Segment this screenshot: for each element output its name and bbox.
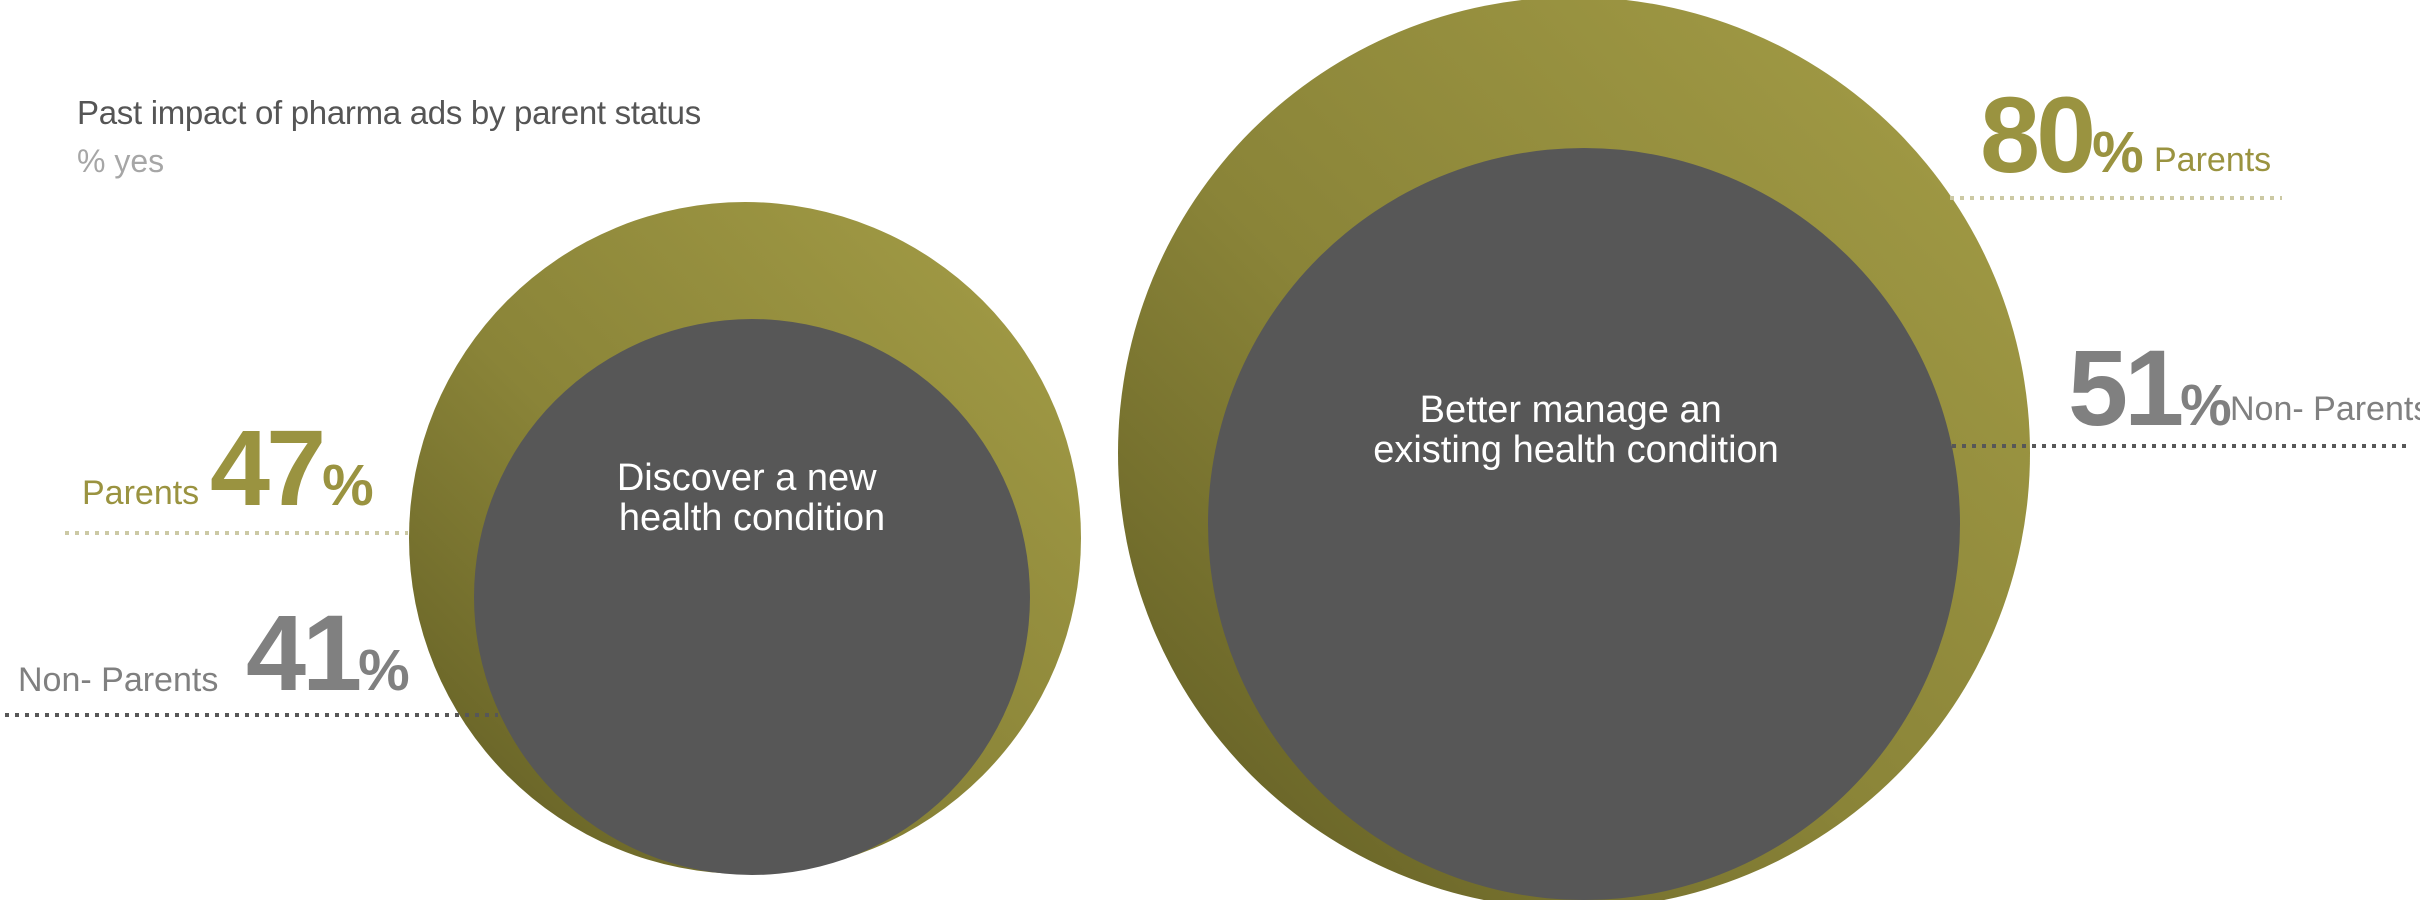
chart-subtitle: % yes: [77, 143, 164, 179]
parents-value-discover: 47%: [210, 407, 374, 528]
parents-value-manage: 80%: [1980, 74, 2144, 195]
bubble-group-discover: Parents 47% Non- Parents 41% Discover a …: [5, 202, 1081, 875]
chart-title: Past impact of pharma ads by parent stat…: [77, 94, 701, 131]
non-parents-value-discover: 41%: [246, 592, 410, 713]
non-parents-bubble-manage: [1208, 148, 1960, 900]
category-label-discover: Discover a new health condition: [617, 457, 887, 539]
category-label-manage: Better manage an existing health conditi…: [1373, 389, 1779, 471]
non-parents-value-manage: 51%: [2068, 327, 2232, 448]
non-parents-label-discover: Non- Parents: [18, 661, 218, 699]
non-parents-label-manage: Non- Parents: [2230, 390, 2420, 428]
parents-label-discover: Parents: [82, 474, 199, 512]
non-parents-bubble-discover: [474, 319, 1030, 875]
parents-label-manage: Parents: [2154, 141, 2271, 179]
bubble-group-manage: 80% Parents 51% Non- Parents Better mana…: [1118, 0, 2420, 900]
